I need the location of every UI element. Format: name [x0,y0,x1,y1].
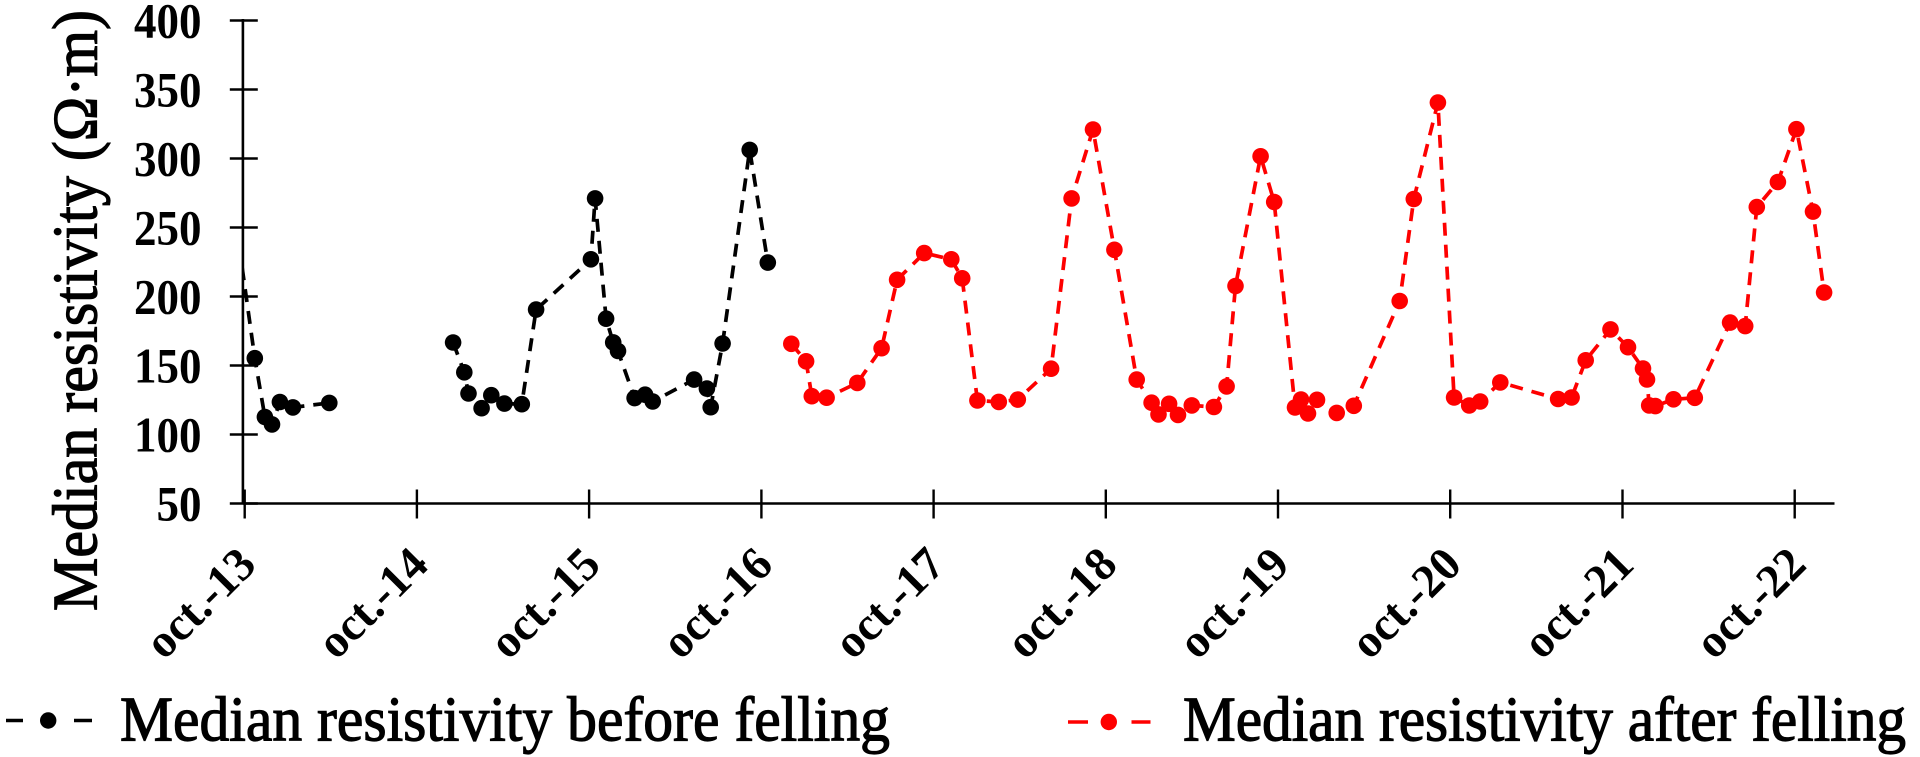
svg-text:Median resistivity after felli: Median resistivity after felling [1183,685,1906,755]
svg-text:Median resistivity (Ω·m): Median resistivity (Ω·m) [41,10,111,611]
svg-text:100: 100 [134,407,202,463]
svg-text:250: 250 [134,200,202,256]
svg-text:200: 200 [134,269,202,325]
svg-text:150: 150 [134,338,202,394]
svg-text:300: 300 [134,131,202,187]
svg-text:400: 400 [134,0,202,49]
svg-text:50: 50 [157,476,202,532]
svg-text:Median resistivity before fell: Median resistivity before felling [120,685,890,755]
svg-text:350: 350 [134,62,202,118]
